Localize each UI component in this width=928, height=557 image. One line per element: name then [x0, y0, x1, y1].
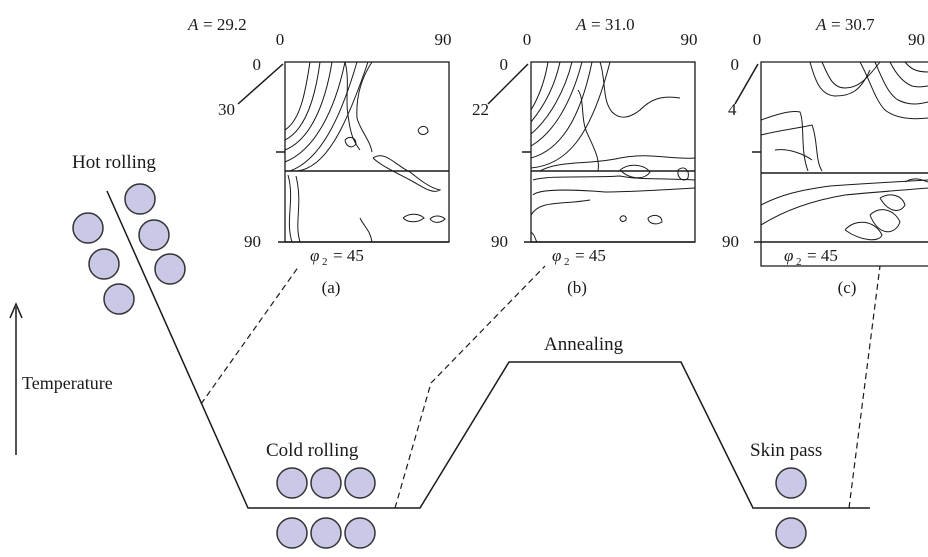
panel-a-phi-value: = 45: [333, 246, 364, 265]
skin-pass-label: Skin pass: [750, 440, 822, 461]
panel-c-a-label: A: [815, 15, 827, 34]
cold-rolling-label: Cold rolling: [266, 440, 359, 461]
roll: [88, 248, 120, 280]
skin-pass-roll-top: [775, 467, 807, 499]
panel-c-contours: [760, 61, 928, 241]
panel-a-phi-sub: 2: [322, 256, 328, 268]
roll: [72, 212, 104, 244]
odf-panel-b: A = 31.0 0 90 0 90 22: [472, 15, 698, 297]
panel-a-frame: [284, 61, 450, 243]
panel-a-x-min: 0: [276, 30, 285, 49]
panel-a-a-value: = 29.2: [203, 15, 247, 34]
panel-b-frame: [530, 61, 696, 243]
temperature-axis-arrowhead: [9, 302, 23, 319]
panel-a-side-value: 30: [218, 100, 235, 119]
roll: [310, 517, 342, 549]
panel-c-x-max: 90: [908, 30, 925, 49]
panel-b-contours: [530, 61, 696, 243]
panel-c-phi-sub: 2: [796, 256, 802, 268]
panel-c-frame: [760, 61, 928, 267]
panel-a-phi: φ: [310, 246, 319, 265]
panel-c-y-min: 0: [731, 55, 740, 74]
panel-c-x-min: 0: [753, 30, 762, 49]
panel-b-caption: (b): [567, 278, 587, 297]
panel-b-x-min: 0: [523, 30, 532, 49]
panel-c-caption: (c): [838, 278, 857, 297]
panel-c-side-tick: [734, 63, 759, 105]
roll: [276, 467, 308, 499]
roll: [310, 467, 342, 499]
panel-b-side-tick: [487, 63, 529, 105]
skin-pass-roll-bottom: [775, 517, 807, 549]
odf-panel-a: A = 29.2 0 90 0 90 30 φ: [187, 15, 452, 297]
panel-b-x-max: 90: [681, 30, 698, 49]
panel-c-a-value: = 30.7: [831, 15, 875, 34]
panel-b-side-value: 22: [472, 100, 489, 119]
panel-b-a-value: = 31.0: [591, 15, 635, 34]
roll: [276, 517, 308, 549]
panel-a-x-max: 90: [435, 30, 452, 49]
connector-b: [394, 265, 546, 509]
hot-rolling-rolls: [72, 183, 186, 315]
hot-rolling-label: Hot rolling: [72, 152, 156, 173]
connector-c: [848, 265, 881, 509]
cold-rolling-rolls: [276, 467, 376, 549]
roll: [103, 283, 135, 315]
roll: [124, 183, 156, 215]
odf-panel-c: A = 30.7 0 90 0 90 4 φ 2: [722, 15, 928, 297]
panel-c-phi-value: = 45: [807, 246, 838, 265]
panel-b-phi-sub: 2: [564, 256, 570, 268]
panel-a-caption: (a): [322, 278, 341, 297]
roll: [154, 253, 186, 285]
temperature-label: Temperature: [22, 373, 113, 393]
panel-c-phi: φ: [784, 246, 793, 265]
connector-a: [200, 265, 300, 405]
panel-a-a-label: A: [187, 15, 199, 34]
panel-b-phi-value: = 45: [575, 246, 606, 265]
panel-c-side-value: 4: [728, 100, 737, 119]
panel-b-phi: φ: [552, 246, 561, 265]
panel-a-contours: [284, 61, 446, 243]
panel-b-y-min: 0: [500, 55, 509, 74]
panel-a-y-min: 0: [253, 55, 262, 74]
panel-b-y-max: 90: [491, 232, 508, 251]
annealing-label: Annealing: [544, 334, 624, 355]
panel-c-y-max: 90: [722, 232, 739, 251]
roll: [344, 467, 376, 499]
panel-a-y-max: 90: [244, 232, 261, 251]
roll: [138, 219, 170, 251]
roll: [344, 517, 376, 549]
panel-a-side-tick: [237, 63, 284, 105]
process-temperature-path: [106, 190, 870, 509]
panel-b-a-label: A: [575, 15, 587, 34]
